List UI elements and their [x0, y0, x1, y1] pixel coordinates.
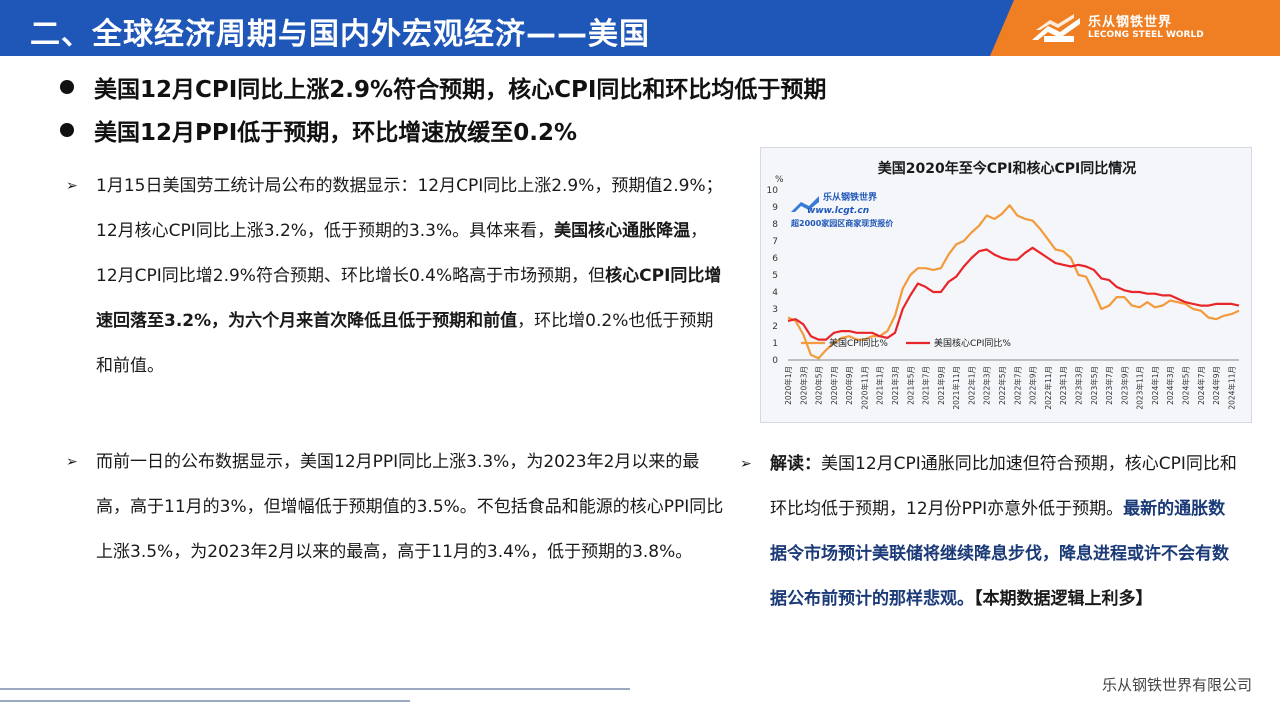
chart-x-tick-label: 2023年9月: [1119, 366, 1129, 405]
cpi-chart: 美国2020年至今CPI和核心CPI同比情况% 0 1 2 3 4 5 6 7 8 9 10 2020年…: [760, 147, 1252, 423]
interpretation-conclusion: 【本期数据逻辑上利多】: [974, 589, 1153, 609]
watermark-url: www.lcgt.cn: [807, 206, 869, 216]
watermark-logo-icon: [791, 196, 819, 212]
cpi-paragraph: ➢ 1月15日美国劳工统计局公布的数据显示：12月CPI同比上涨2.9%，预期值2…: [66, 164, 726, 389]
page-title: 二、全球经济周期与国内外宏观经济——美国: [30, 17, 650, 52]
company-logo: 乐从钢铁世界 LECONG STEEL WORLD: [1030, 8, 1270, 48]
chart-x-tick-label: 2024年3月: [1165, 366, 1175, 405]
chart-y-tick-label: 6: [772, 254, 778, 264]
cpi-bold-2: 核心CPI同比增速回落至3.2%，为六个月来首次降低且低于预期和前值: [96, 266, 722, 331]
chart-x-tick-label: 2020年7月: [829, 366, 839, 405]
logo-name-en: LECONG STEEL WORLD: [1088, 30, 1204, 40]
chart-x-tick-label: 2020年9月: [844, 366, 854, 405]
chart-x-tick-label: 2024年11月: [1226, 366, 1236, 410]
chart-x-tick-label: 2024年5月: [1180, 366, 1190, 405]
chart-x-tick-label: 2020年1月: [783, 366, 793, 405]
watermark-logo-shape: [791, 196, 819, 212]
chart-x-tick-label: 2021年5月: [905, 366, 915, 405]
bullet-dot-icon: [60, 80, 74, 94]
header-bar: 二、全球经济周期与国内外宏观经济——美国 乐从钢铁世界 LECONG STEEL…: [0, 0, 1280, 56]
arrow-bullet-icon: ➢: [66, 178, 78, 194]
chart-x-tick-label: 2021年11月: [951, 366, 961, 410]
chart-y-tick-label: 7: [772, 237, 778, 247]
chart-x-tick-label: 2022年3月: [982, 366, 992, 405]
cpi-bold-1: 美国核心通胀降温: [554, 221, 691, 241]
footer-divider: [0, 688, 630, 690]
chart-x-tick-label: 2023年3月: [1073, 366, 1083, 405]
chart-x-tick-label: 2021年3月: [890, 366, 900, 405]
cpi-text-2: ，12月CPI同比增2.9%符合预期、环比增长0.4%略高于市场预期，但: [96, 221, 708, 286]
chart-y-tick-label: 1: [772, 339, 778, 349]
legend-label: 美国核心CPI同比%: [934, 337, 1011, 349]
legend-label: 美国CPI同比%: [829, 337, 888, 349]
cpi-series-line: [787, 204, 1240, 360]
chart-y-tick-label: 9: [772, 203, 778, 213]
chart-x-tick-label: 2022年5月: [997, 366, 1007, 405]
chart-x-tick-label: 2020年5月: [814, 366, 824, 405]
chart-x-tick-label: 2024年7月: [1196, 366, 1206, 405]
logo-icon: [1032, 14, 1080, 42]
footer-divider: [0, 700, 410, 702]
headline-cpi-text: 美国12月CPI同比上涨2.9%符合预期，核心CPI同比和环比均低于预期: [94, 77, 827, 103]
chart-y-unit: %: [775, 175, 784, 185]
chart-y-tick-label: 3: [772, 305, 778, 315]
interpretation-bold: 最新的通胀数据令市场预计美联储将继续降息步伐，降息进程或许不会有数据公布前预计的…: [770, 499, 1229, 609]
watermark-tagline: 超2000家园区商家现货报价: [790, 218, 894, 228]
cpi-text-1: 1月15日美国劳工统计局公布的数据显示：12月CPI同比上涨2.9%，预期值2.…: [96, 176, 723, 241]
arrow-bullet-icon: ➢: [66, 454, 78, 470]
headline-cpi: 美国12月CPI同比上涨2.9%符合预期，核心CPI同比和环比均低于预期: [60, 70, 826, 104]
watermark-name: 乐从钢铁世界: [823, 191, 877, 203]
headline-ppi: 美国12月PPI低于预期，环比增速放缓至0.2%: [60, 113, 577, 147]
chart-x-tick-label: 2023年11月: [1135, 366, 1145, 410]
chart-x-tick-label: 2022年9月: [1028, 366, 1038, 405]
chart-y-tick-label: 4: [772, 288, 778, 298]
chart-x-tick-label: 2024年9月: [1211, 366, 1221, 405]
interpretation-text: 美国12月CPI通胀同比加速但符合预期，核心CPI同比和环比均低于预期，12月份…: [770, 454, 1237, 519]
chart-x-tick-label: 2021年1月: [875, 366, 885, 405]
interpretation-label: 解读：: [770, 454, 821, 474]
footer-company: 乐从钢铁世界有限公司: [1101, 676, 1252, 694]
chart-x-tick-label: 2021年7月: [921, 366, 931, 405]
chart-x-tick-label: 2020年3月: [798, 366, 808, 405]
chart-x-tick-label: 2022年7月: [1012, 366, 1022, 405]
ppi-text: 而前一日的公布数据显示，美国12月PPI同比上涨3.3%，为2023年2月以来的…: [96, 452, 724, 562]
interpretation-paragraph: ➢ 解读：美国12月CPI通胀同比加速但符合预期，核心CPI同比和环比均低于预期，…: [740, 442, 1240, 622]
chart-x-tick-label: 2022年1月: [966, 366, 976, 405]
ppi-paragraph: ➢ 而前一日的公布数据显示，美国12月PPI同比上涨3.3%，为2023年2月以来…: [66, 440, 726, 575]
chart-x-tick-label: 2024年1月: [1150, 366, 1160, 405]
arrow-bullet-icon: ➢: [740, 456, 752, 472]
chart-x-tick-label: 2022年11月: [1043, 366, 1053, 410]
chart-y-tick-label: 10: [767, 186, 779, 196]
chart-y-tick-label: 8: [772, 220, 778, 230]
header-accent: [990, 0, 1280, 56]
chart-y-tick-label: 0: [772, 356, 778, 366]
chart-x-tick-label: 2023年1月: [1058, 366, 1068, 405]
chart-x-tick-label: 2023年7月: [1104, 366, 1114, 405]
cpi-chart-svg: 美国2020年至今CPI和核心CPI同比情况% 0 1 2 3 4 5 6 7 8 9 10 2020年…: [767, 160, 1240, 410]
headline-ppi-text: 美国12月PPI低于预期，环比增速放缓至0.2%: [94, 120, 578, 146]
logo-name-cn: 乐从钢铁世界: [1088, 15, 1173, 30]
chart-y-tick-label: 2: [772, 322, 778, 332]
cpi-text-3: ，环比增0.2%也低于预期和前值。: [96, 311, 714, 376]
bullet-dot-icon: [60, 123, 74, 137]
chart-title: 美国2020年至今CPI和核心CPI同比情况: [878, 160, 1136, 177]
chart-x-tick-label: 2023年5月: [1089, 366, 1099, 405]
chart-x-tick-label: 2020年11月: [859, 366, 869, 410]
core-cpi-series-line: [787, 246, 1240, 341]
chart-x-tick-label: 2021年9月: [936, 366, 946, 405]
chart-y-tick-label: 5: [772, 271, 778, 281]
